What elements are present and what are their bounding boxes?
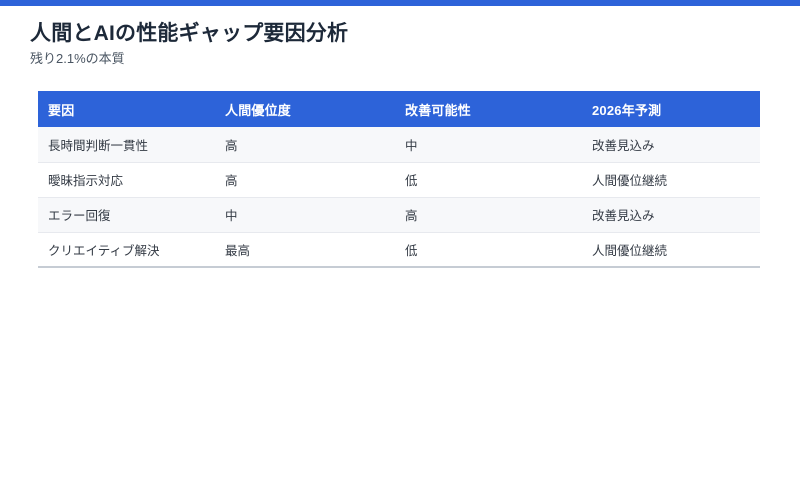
table-body: 長時間判断一貫性高中改善見込み 曖昧指示対応高低人間優位継続 エラー回復中高改善見込… bbox=[38, 127, 760, 268]
page-title: 人間とAIの性能ギャップ要因分析 bbox=[30, 22, 349, 45]
table-cell: 低 bbox=[395, 161, 582, 197]
column-header: 要因 bbox=[38, 91, 215, 127]
table-cell: 中 bbox=[405, 138, 418, 153]
table-cell: 最高 bbox=[215, 231, 395, 268]
table-cell: 改善見込み bbox=[582, 196, 760, 232]
table-cell: 人間優位継続 bbox=[582, 161, 760, 197]
table-row: 曖昧指示対応高低人間優位継続 bbox=[38, 161, 760, 197]
table-cell: 高 bbox=[395, 196, 582, 232]
table-cell: クリエイティブ解決 bbox=[38, 231, 215, 268]
page-subtitle: 残り2.1%の本質 bbox=[30, 51, 125, 66]
table-cell: 長時間判断一貫性 bbox=[48, 138, 149, 153]
table-cell: 高 bbox=[225, 138, 238, 153]
table-cell: 高 bbox=[215, 161, 395, 197]
table-cell: 低 bbox=[395, 231, 582, 268]
table-cell: 曖昧指示対応 bbox=[38, 161, 215, 197]
table-row: エラー回復中高改善見込み bbox=[38, 196, 760, 232]
column-header: 人間優位度 bbox=[215, 91, 395, 127]
top-accent-bar bbox=[0, 0, 800, 6]
column-header: 改善可能性 bbox=[395, 91, 582, 127]
table-cell: エラー回復 bbox=[38, 196, 215, 232]
gap-factor-table: 要因 人間優位度 改善可能性 2026年予測 長時間判断一貫性高中改善見込み 曖昧指示対… bbox=[38, 91, 760, 268]
table-row: クリエイティブ解決 最高低人間優位継続 bbox=[38, 231, 760, 268]
page-content: 人間とAIの性能ギャップ要因分析 残り2.1%の本質 要因 人間優位度 改善可能性 2… bbox=[0, 22, 800, 268]
table-row: 長時間判断一貫性 高 中 改善見込み bbox=[38, 127, 760, 162]
table-header-row: 要因 人間優位度 改善可能性 2026年予測 bbox=[38, 91, 760, 127]
column-header: 2026年予測 bbox=[582, 91, 760, 127]
table-cell: 改善見込み bbox=[592, 138, 655, 153]
table-cell: 中 bbox=[215, 196, 395, 232]
table-cell: 人間優位継続 bbox=[582, 231, 760, 268]
